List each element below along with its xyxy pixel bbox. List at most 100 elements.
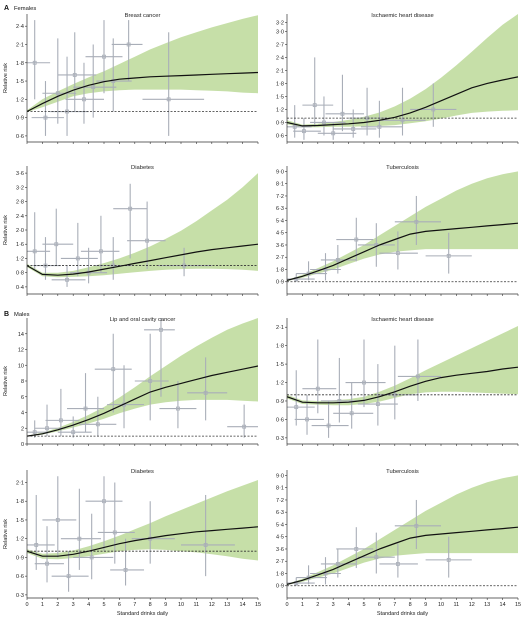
study-point [379,231,418,270]
panel-2: 0·4 0·8 1·2 1·6 2·0 2·4 2·8 3·2 3·6 Diabetes Relat… [3,165,259,296]
study-point [60,222,98,277]
plot-area [287,475,518,587]
study-point [51,265,86,287]
y-tick-label: 4·5 [276,231,284,237]
y-tick-label: 3·0 [276,29,284,35]
panel-5: 0·3 0·6 0·9 1·2 1·5 1·8 2·1 Ischaemic heart dis… [276,317,519,446]
study-point [142,32,205,136]
y-tick-label: 3·2 [276,21,284,27]
study-point [85,476,123,552]
y-tick-label: 0·6 [16,574,24,580]
section-b-letter: B [4,311,9,318]
y-tick-label: 1·2 [16,97,24,103]
y-tick-label: 3·2 [16,185,24,191]
y-tick-label: 2·7 [276,255,284,261]
y-tick-label: 4·5 [276,535,284,541]
y-tick-label: 1·2 [16,256,24,262]
y-tick-label: 3·6 [276,243,284,249]
plot-area [27,318,258,438]
study-point [94,333,132,413]
study-point [127,201,166,270]
study-point [51,551,89,592]
x-tick-label: 0 [25,602,28,608]
x-tick-label: 9 [164,602,167,608]
y-tick-label: 1·6 [16,242,24,248]
section-a-letter: A [4,5,9,12]
study-point [34,526,64,583]
plot-area [287,14,518,140]
y-tick-label: 7·2 [276,498,284,504]
study-point [134,333,169,421]
study-point [320,244,357,274]
study-point [42,476,77,558]
study-point [27,212,51,270]
y-tick-label: 1·5 [16,518,24,524]
study-point [294,394,324,435]
study-point [27,494,55,570]
y-tick-label: 2·4 [16,24,24,30]
dose-response-curve [287,76,518,127]
y-tick-label: 0·6 [276,133,284,139]
section-a-header: A Females [4,5,36,12]
x-tick-label: 0 [285,602,288,608]
panel-3: 0·9 1·8 2·7 3·6 4·5 5·4 6·3 7·2 8·1 9·0 Tuberculos… [276,165,519,296]
y-tick-label: 2·1 [276,325,284,331]
study-point [287,105,312,138]
confidence-band [27,15,258,113]
y-tick-label: 2·0 [16,228,24,234]
study-point [336,527,374,569]
x-tick-label: 12 [469,602,475,608]
y-tick-label: 1·8 [276,344,284,350]
confidence-band [287,326,518,406]
panel-0: 0·6 0·9 1·2 1·5 1·8 2·1 2·4 Breast cancer Relati… [3,13,259,144]
y-tick-label: 0·9 [16,116,24,122]
x-tick-label: 12 [209,602,215,608]
x-tick-label: 15 [515,602,521,608]
y-tick-label: 1·8 [276,267,284,273]
study-point [394,195,441,245]
x-tick-label: 6 [378,602,381,608]
x-tick-label: 6 [118,602,121,608]
y-tick-label: 3·6 [16,171,24,177]
study-point [113,183,148,259]
panel-title: Lip and oral cavity cancer [110,317,176,323]
study-point [302,339,337,414]
x-tick-label: 7 [393,602,396,608]
y-tick-label: 5·4 [276,218,284,224]
study-point [360,100,403,138]
plot-area [287,171,518,283]
panel-title: Tuberculosis [386,165,419,171]
y-tick-label: 6·3 [276,510,284,516]
x-tick-label: 11 [194,602,200,608]
x-tick-label: 4 [87,602,90,608]
y-tick-label: 0·9 [16,555,24,561]
y-axis-label: Relative risk [3,63,9,93]
study-point [227,404,258,438]
y-tick-label: 0·6 [276,417,284,423]
study-point [394,499,441,549]
study-point [42,208,74,266]
study-point [97,482,135,564]
x-axis-label: Standard drinks daily [117,611,169,617]
y-tick-label: 2·7 [276,42,284,48]
y-tick-label: 2·1 [16,42,24,48]
y-tick-label: 0·4 [16,285,24,291]
x-axis-label: Standard drinks daily [377,611,429,617]
section-b-label: Males [14,312,30,318]
study-point [357,532,395,574]
study-point [397,339,441,401]
y-tick-label: 2·7 [276,559,284,565]
y-tick-label: 9·0 [276,169,284,175]
study-point [31,81,64,136]
study-point [317,122,357,140]
study-point [425,232,472,274]
study-point [320,548,357,578]
panel-title: Diabetes [131,165,154,171]
y-tick-label: 1·2 [16,537,24,543]
x-tick-label: 1 [301,602,304,608]
y-axis-label: Relative risk [3,215,9,245]
y-axis-label: Relative risk [3,366,9,396]
confidence-band [287,475,518,586]
y-axis-label: Relative risk [3,519,9,549]
